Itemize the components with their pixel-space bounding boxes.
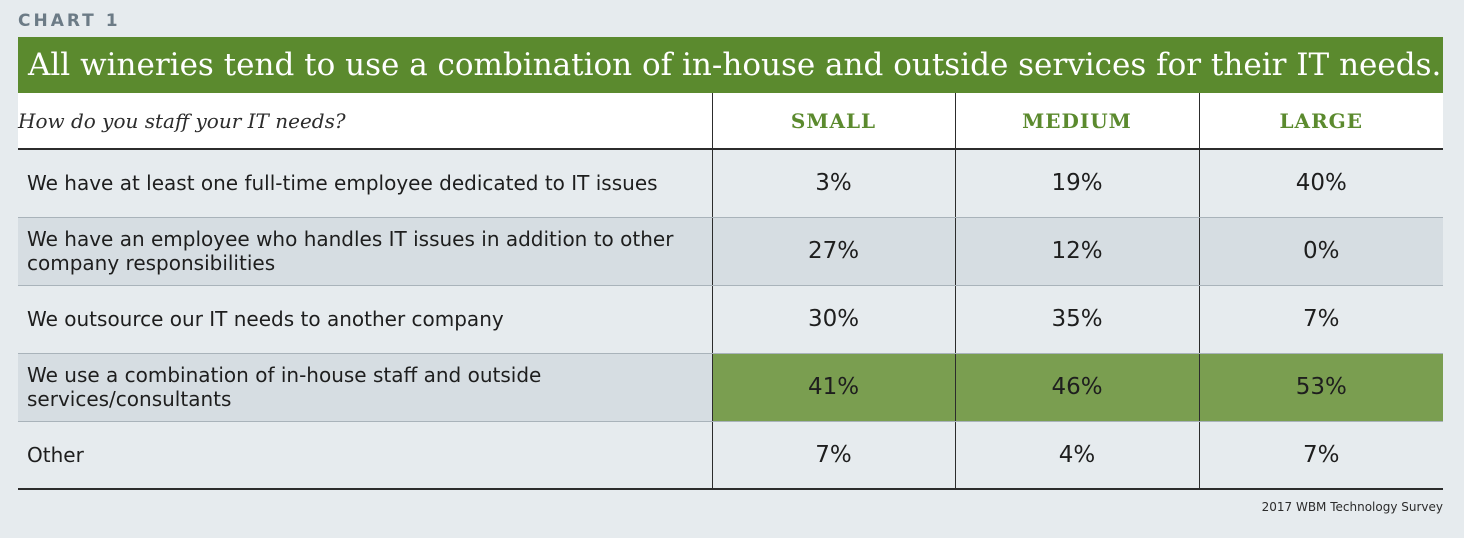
- table-row: Other 7% 4% 7%: [18, 421, 1443, 490]
- chart-title: All wineries tend to use a combination o…: [28, 47, 1442, 83]
- table-row: We have at least one full-time employee …: [18, 149, 1443, 218]
- row-label: We have at least one full-time employee …: [18, 149, 712, 218]
- row-label: We outsource our IT needs to another com…: [18, 285, 712, 354]
- cell-large: 53%: [1198, 353, 1443, 422]
- row-label: We have an employee who handles IT issue…: [18, 217, 712, 286]
- cell-medium: 19%: [954, 149, 1199, 218]
- cell-medium: 35%: [954, 285, 1199, 354]
- table-header-row: How do you staff your IT needs? SMALL ME…: [18, 93, 1443, 150]
- title-bar: All wineries tend to use a combination o…: [18, 37, 1443, 93]
- column-header-large: LARGE: [1198, 93, 1443, 150]
- cell-small: 3%: [711, 149, 955, 218]
- column-header-medium: MEDIUM: [954, 93, 1199, 150]
- cell-small: 41%: [711, 353, 955, 422]
- cell-large: 7%: [1198, 421, 1443, 490]
- cell-medium: 12%: [954, 217, 1199, 286]
- source-note: 2017 WBM Technology Survey: [1261, 500, 1443, 514]
- cell-small: 30%: [711, 285, 955, 354]
- chart-number-label: CHART 1: [18, 11, 121, 31]
- row-label: We use a combination of in-house staff a…: [18, 353, 712, 422]
- row-label: Other: [18, 421, 712, 490]
- column-header-small: SMALL: [711, 93, 955, 150]
- table-row: We outsource our IT needs to another com…: [18, 285, 1443, 354]
- table-row: We have an employee who handles IT issue…: [18, 217, 1443, 286]
- survey-table: How do you staff your IT needs? SMALL ME…: [18, 93, 1443, 490]
- question-header: How do you staff your IT needs?: [18, 93, 712, 150]
- cell-large: 0%: [1198, 217, 1443, 286]
- cell-small: 7%: [711, 421, 955, 490]
- cell-small: 27%: [711, 217, 955, 286]
- cell-medium: 4%: [954, 421, 1199, 490]
- cell-large: 7%: [1198, 285, 1443, 354]
- table-row-highlighted: We use a combination of in-house staff a…: [18, 353, 1443, 422]
- cell-large: 40%: [1198, 149, 1443, 218]
- cell-medium: 46%: [954, 353, 1199, 422]
